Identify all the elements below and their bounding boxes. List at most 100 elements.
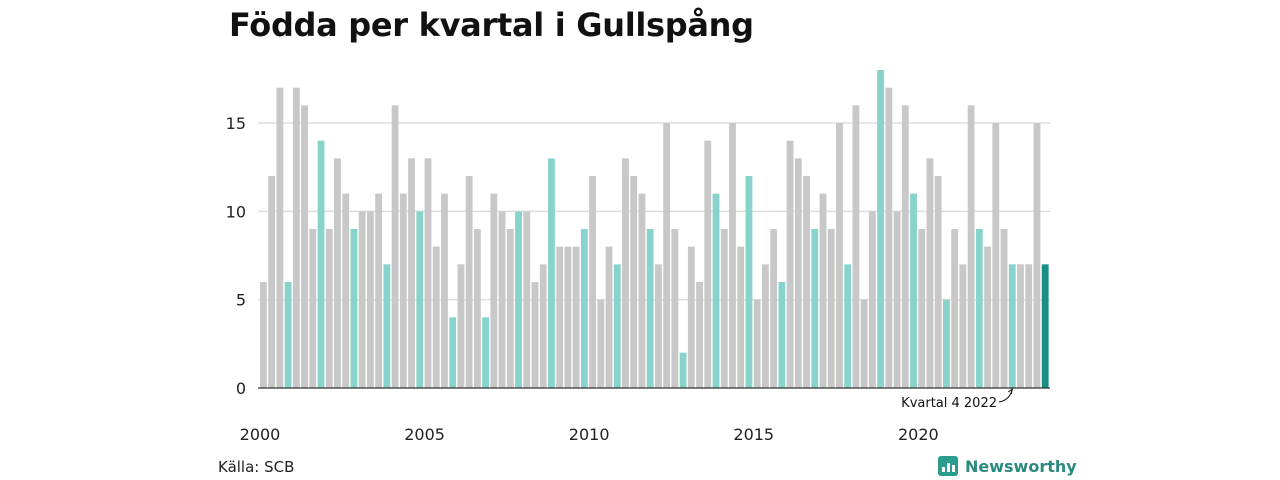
bar — [852, 105, 860, 388]
bar — [827, 229, 835, 388]
bar — [498, 211, 506, 388]
bar — [523, 211, 531, 388]
bar — [984, 246, 991, 388]
bar — [457, 264, 465, 388]
bar — [803, 176, 810, 388]
bar — [819, 193, 827, 388]
brand-logo[interactable]: Newsworthy — [938, 456, 1077, 476]
bar — [366, 211, 374, 388]
bar — [613, 264, 621, 388]
bar — [992, 123, 1000, 388]
bar — [564, 246, 572, 388]
bar — [885, 87, 893, 389]
bar — [794, 158, 802, 388]
bar — [630, 176, 638, 388]
bar — [441, 193, 448, 388]
bar — [465, 176, 473, 388]
bar — [622, 158, 629, 388]
bar — [391, 105, 399, 388]
bar — [350, 229, 358, 388]
bar — [548, 158, 555, 388]
bar — [638, 193, 646, 388]
bar — [901, 105, 909, 388]
bar — [399, 193, 407, 388]
bar — [679, 352, 687, 388]
y-tick-label: 0 — [236, 379, 246, 398]
source-label: Källa: SCB — [218, 458, 295, 476]
bar — [1000, 229, 1008, 388]
bar — [506, 229, 514, 388]
bar — [424, 158, 432, 388]
bar — [1008, 264, 1016, 388]
bar — [926, 158, 934, 388]
annotation-arrowhead — [1007, 387, 1014, 395]
bar — [704, 140, 712, 388]
bar — [868, 211, 876, 388]
x-tick-label: 2005 — [404, 425, 445, 444]
bar — [877, 70, 885, 388]
bar — [687, 246, 695, 388]
bar — [1017, 264, 1024, 388]
brand-name: Newsworthy — [965, 456, 1077, 476]
bar — [786, 140, 794, 388]
bar — [325, 229, 333, 388]
bar — [663, 123, 671, 388]
bar — [408, 158, 415, 388]
bar — [1025, 264, 1033, 388]
x-tick-label: 2015 — [733, 425, 774, 444]
bar — [844, 264, 852, 388]
bar — [317, 140, 325, 388]
bar — [449, 317, 457, 388]
bar — [1033, 123, 1041, 388]
bar — [580, 229, 588, 388]
bar — [589, 176, 596, 388]
bar — [556, 246, 564, 388]
bar — [358, 211, 366, 388]
x-axis-labels: 2000 2005 2010 2015 2020 — [240, 425, 939, 444]
bar — [770, 229, 778, 388]
bar — [959, 264, 967, 388]
bar — [943, 299, 950, 388]
bar — [515, 211, 522, 388]
bar — [334, 158, 341, 388]
bar — [836, 123, 843, 388]
annotation: Kvartal 4 2022 — [901, 387, 1014, 411]
chart-title: Födda per kvartal i Gullspång — [229, 6, 754, 44]
bar — [745, 176, 753, 388]
bar-chart-icon — [938, 456, 958, 476]
bar — [811, 229, 819, 388]
bar — [951, 229, 959, 388]
bar — [482, 317, 490, 388]
bar — [597, 299, 605, 388]
y-tick-label: 5 — [236, 291, 246, 310]
bar — [967, 105, 975, 388]
bar — [605, 246, 613, 388]
bar — [276, 87, 284, 389]
bar — [753, 299, 761, 388]
bars — [260, 70, 1049, 389]
y-tick-label: 10 — [226, 202, 246, 221]
bar — [712, 193, 720, 388]
x-tick-label: 2010 — [569, 425, 610, 444]
bar — [761, 264, 769, 388]
bar — [671, 229, 679, 388]
bar — [383, 264, 391, 388]
bar — [268, 176, 276, 388]
bar — [737, 246, 745, 388]
bar — [260, 282, 267, 388]
y-axis-labels: 0 5 10 15 — [226, 114, 246, 398]
bar — [292, 87, 300, 389]
annotation-label: Kvartal 4 2022 — [901, 396, 997, 411]
bar — [778, 282, 786, 388]
bar — [860, 299, 868, 388]
bar — [572, 246, 580, 388]
bar — [284, 282, 292, 388]
bar — [416, 211, 424, 388]
bar — [975, 229, 983, 388]
bar — [490, 193, 498, 388]
bar — [729, 123, 736, 388]
bar — [375, 193, 383, 388]
bar — [934, 176, 942, 388]
x-tick-label: 2000 — [240, 425, 281, 444]
